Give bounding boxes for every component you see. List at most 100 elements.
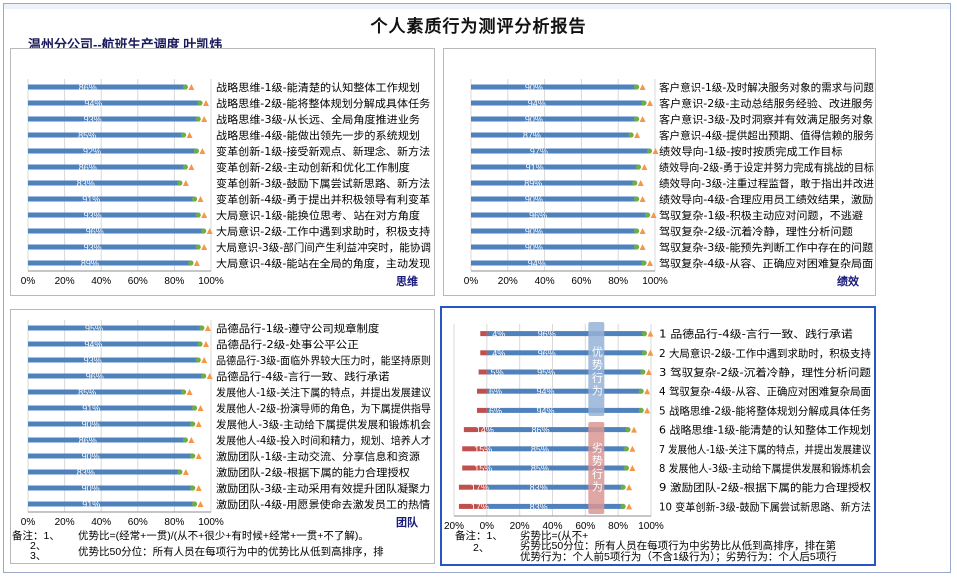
bar-value-label-10: 90% xyxy=(525,227,543,237)
bar-value-label-5: 94% xyxy=(536,406,554,416)
category-label: 绩效 xyxy=(837,274,860,288)
x-tick-label-5: 60% xyxy=(575,521,595,532)
bar-7 xyxy=(28,180,180,186)
marker-green-10 xyxy=(177,469,183,475)
item-label-8: 绩效导向-4级-合理应用员工绩效结果，激励 xyxy=(659,193,873,206)
marker-orange-11 xyxy=(639,244,646,250)
bar-value-label-1: 86% xyxy=(79,83,97,93)
panel-thinking[interactable]: 86% 战略思维-1级-能清楚的认知整体工作规划 94% 战略思维-2级-能将整体规划… xyxy=(10,48,435,296)
marker-orange-12 xyxy=(193,260,200,266)
worst-bar-1 xyxy=(480,331,487,337)
marker-green-1 xyxy=(182,84,188,90)
item-label-6: 发展他人-2级-扮演导师的角色，为下属提供指导 xyxy=(216,402,431,415)
marker-orange-4 xyxy=(206,373,213,379)
marker-orange-11 xyxy=(195,485,202,491)
marker-orange-12 xyxy=(646,260,653,266)
marker-green-4 xyxy=(201,373,207,379)
bar-value-label-10: 96% xyxy=(86,227,104,237)
marker-orange-3 xyxy=(645,369,652,375)
marker-green-10 xyxy=(634,228,640,234)
bar-11 xyxy=(28,244,199,250)
panel-strength-weakness[interactable]: 96% 4% 1 品德品行-4级-言行一致、践行承诺 96% 4% 2 大局意识-2级-工… xyxy=(440,306,876,566)
worst-value-label-4: 6% xyxy=(489,387,502,397)
worst-bar-7 xyxy=(462,446,487,452)
bar-3 xyxy=(28,116,199,122)
item-label-7: 变革创新-3级-鼓励下属尝试新思路、新方法 xyxy=(216,177,430,190)
bar-value-label-2: 94% xyxy=(84,99,102,109)
item-label-10: 驾驭复杂-2级-沉着冷静，理性分析问题 xyxy=(659,225,853,238)
marker-orange-3 xyxy=(201,116,208,122)
item-label-7: 7 发展他人-1级-关注下属的特点，并提出发展建议 xyxy=(659,443,871,456)
item-label-10: 大局意识-2级-工作中遇到求助时，积极支持 xyxy=(216,225,431,238)
marker-green-6 xyxy=(191,405,198,411)
marker-green-2 xyxy=(197,341,203,347)
chart-team: 95% 品德品行-1级-遵守公司规章制度 94% 品德品行-2级-处事公平公正 93% 品… xyxy=(21,320,431,529)
bar-value-label-2: 94% xyxy=(84,340,102,350)
bar-value-label-3: 93% xyxy=(84,115,102,125)
marker-green-7 xyxy=(623,446,629,452)
x-tick-label-6: 100% xyxy=(642,276,668,287)
item-label-1: 客户意识-1级-及时解决服务对象的需求与问题 xyxy=(659,81,874,94)
item-label-4: 战略思维-4级-能做出领先一步的系统规划 xyxy=(216,129,420,142)
marker-orange-8 xyxy=(188,437,195,443)
marker-orange-7 xyxy=(637,180,644,186)
item-label-4: 客户意识-4级-提供超出预期、值得信赖的服务 xyxy=(659,129,874,142)
item-label-12: 大局意识-4级-能站在全局的角度，主动发现 xyxy=(216,257,431,270)
item-label-12: 驾驭复杂-4级-从容、正确应对困难复杂局面 xyxy=(659,257,873,270)
marker-green-9 xyxy=(190,453,196,459)
bar-7 xyxy=(28,421,193,427)
bar-8 xyxy=(28,196,195,202)
note-left-percentile: 优势比50分位：所有人员在每项行为中的优势比从低到高排序，排 xyxy=(78,546,384,558)
marker-orange-6 xyxy=(631,426,638,433)
item-label-5: 变革创新-1级-接受新观点、新理念、新方法 xyxy=(216,145,430,158)
x-tick-label-4: 40% xyxy=(542,521,562,532)
bar-value-label-1: 95% xyxy=(85,324,103,334)
item-label-3: 品德品行-3级-面临外界较大压力时，能坚持原则 xyxy=(216,354,431,367)
bar-10 xyxy=(28,469,180,475)
item-label-11: 驾驭复杂-3级-能预先判断工作中存在的问题 xyxy=(659,241,874,254)
bar-value-label-6: 91% xyxy=(82,404,100,414)
bar-value-label-3: 90% xyxy=(525,115,543,125)
bar-value-label-1: 96% xyxy=(538,329,556,339)
item-label-9: 驾驭复杂-1级-积极主动应对问题，不逃避 xyxy=(659,209,864,222)
bar-1 xyxy=(486,331,645,337)
marker-orange-2 xyxy=(647,349,654,356)
item-label-7: 发展他人-3级-主动给下属提供发展和锻炼机会 xyxy=(216,418,431,431)
marker-orange-10 xyxy=(182,469,189,475)
item-label-12: 激励团队-4级-用愿景使命去激发员工的热情 xyxy=(216,498,431,511)
bar-value-label-6: 91% xyxy=(526,163,544,173)
bar-3 xyxy=(471,116,637,122)
panel-performance[interactable]: 90% 客户意识-1级-及时解决服务对象的需求与问题 94% 客户意识-2级-主动总结… xyxy=(443,48,876,296)
item-label-9: 9 激励团队-2级-根据下属的能力合理授权 xyxy=(659,481,872,494)
note-left-formula: 优势比=(经常+一贯)/(从不+很少+有时候+经常+一贯+不了解)。 xyxy=(78,530,369,542)
worst-bar-4 xyxy=(476,388,487,394)
panel-team[interactable]: 95% 品德品行-1级-遵守公司规章制度 94% 品德品行-2级-处事公平公正 93% 品… xyxy=(10,309,435,564)
marker-green-1 xyxy=(199,325,205,331)
marker-orange-9 xyxy=(201,212,208,218)
bar-value-label-8: 85% xyxy=(531,464,549,474)
bar-3 xyxy=(28,357,199,363)
marker-orange-12 xyxy=(197,501,204,507)
bar-value-label-10: 83% xyxy=(77,468,95,478)
marker-green-10 xyxy=(620,503,626,509)
bar-1 xyxy=(471,84,637,90)
bar-value-label-3: 93% xyxy=(84,356,102,366)
marker-orange-6 xyxy=(188,164,195,170)
worst-value-label-2: 4% xyxy=(492,348,505,358)
item-label-5: 绩效导向-1级-按时按质完成工作目标 xyxy=(659,145,843,158)
bar-12 xyxy=(28,260,191,266)
marker-green-11 xyxy=(195,244,201,250)
bar-9 xyxy=(28,212,199,218)
x-tick-label-2: 20% xyxy=(55,276,75,287)
item-label-7: 绩效导向-3级-注重过程监督，敢于指出并改进 xyxy=(659,177,874,190)
marker-orange-10 xyxy=(206,228,213,234)
marker-green-5 xyxy=(180,389,187,395)
bar-9 xyxy=(28,453,193,459)
bar-5 xyxy=(28,148,197,154)
item-label-11: 激励团队-3级-主动采用有效提升团队凝聚力 xyxy=(216,482,430,495)
item-label-8: 变革创新-4级-勇于提出并积极领导有利变革 xyxy=(216,193,430,206)
bar-value-label-3: 95% xyxy=(537,368,555,378)
marker-green-4 xyxy=(628,132,634,138)
bar-9 xyxy=(486,484,624,490)
marker-orange-4 xyxy=(644,388,651,395)
